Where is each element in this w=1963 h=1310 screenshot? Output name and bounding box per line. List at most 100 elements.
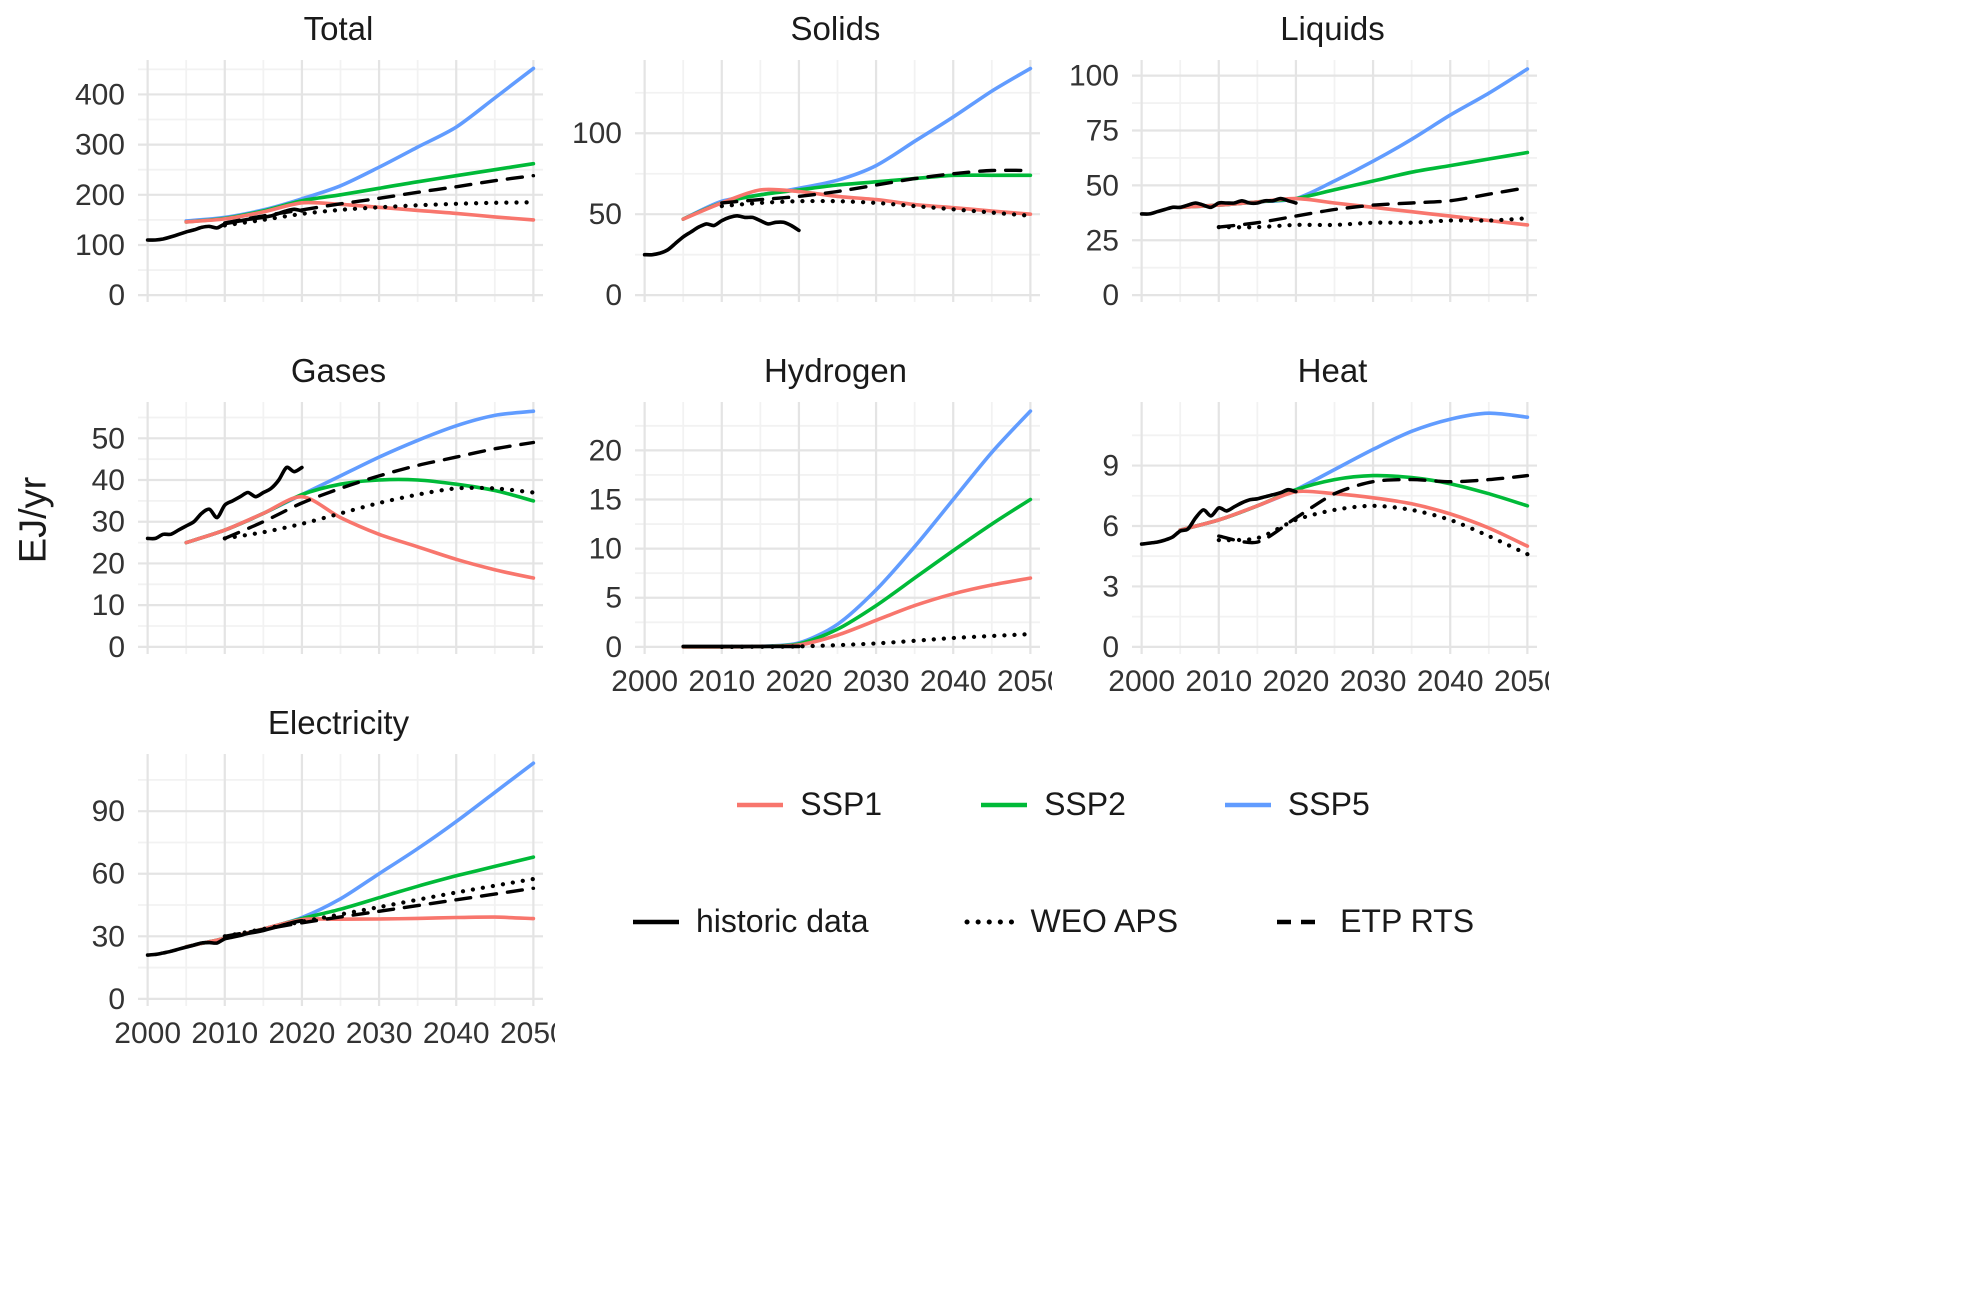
series-ssp2 xyxy=(184,161,536,224)
legend-row-sources: historic data WEO APS ETP RTS xyxy=(555,903,1549,940)
series-ssp1 xyxy=(1178,489,1530,548)
svg-text:2030: 2030 xyxy=(843,665,910,698)
svg-text:20: 20 xyxy=(589,434,622,467)
svg-text:2010: 2010 xyxy=(1185,665,1252,698)
panel-heat: Heat 0 3 6 9 2000 2010 2020 2030 2040 2050 xyxy=(1052,348,1549,700)
legend: SSP1 SSP2 SSP5 historic data W xyxy=(555,700,1549,1052)
panel-title-gases: Gases xyxy=(290,352,387,389)
series-historic-data xyxy=(145,207,304,242)
legend-item-weo-aps: WEO APS xyxy=(964,903,1178,940)
series-etp-rts xyxy=(1217,473,1530,545)
panel-title-liquids: Liquids xyxy=(1280,10,1385,47)
series-etp-rts xyxy=(1217,185,1530,229)
series-ssp1 xyxy=(184,915,536,949)
y-axis-title: EJ/yr xyxy=(12,476,55,564)
svg-text:10: 10 xyxy=(92,589,125,622)
svg-text:50: 50 xyxy=(1086,169,1119,202)
svg-text:40: 40 xyxy=(92,464,125,497)
plot-liquids: 0 25 50 75 100 xyxy=(1069,60,1537,312)
series-weo-aps xyxy=(1216,503,1530,557)
series-historic-data xyxy=(145,918,304,957)
panel-electricity: Electricity 0 30 60 90 2000 2010 2020 2030 2040 2… xyxy=(58,700,555,1052)
svg-text:2000: 2000 xyxy=(611,665,678,698)
legend-label-ssp1: SSP1 xyxy=(800,786,883,822)
svg-text:2050: 2050 xyxy=(1494,665,1549,698)
svg-text:100: 100 xyxy=(75,229,125,262)
svg-text:2040: 2040 xyxy=(423,1017,490,1050)
panel-hydrogen: Hydrogen 0 5 10 15 20 2000 2010 2020 2030 2040 205… xyxy=(555,348,1052,700)
svg-text:0: 0 xyxy=(108,983,125,1016)
svg-text:2040: 2040 xyxy=(1417,665,1484,698)
panel-grid: Total 0 100 200 300 400 Solids 0 50 100 Liquid… xyxy=(58,6,1549,1052)
svg-text:100: 100 xyxy=(1069,60,1119,93)
legend-item-ssp5: SSP5 xyxy=(1222,786,1370,823)
svg-text:30: 30 xyxy=(92,920,125,953)
series-weo-aps xyxy=(1216,216,1530,230)
svg-text:75: 75 xyxy=(1086,115,1119,148)
legend-item-historic: historic data xyxy=(630,903,868,940)
legend-item-ssp2: SSP2 xyxy=(978,786,1126,823)
svg-text:9: 9 xyxy=(1102,450,1119,483)
svg-text:3: 3 xyxy=(1102,570,1119,603)
svg-text:90: 90 xyxy=(92,795,125,828)
svg-text:2000: 2000 xyxy=(1108,665,1175,698)
svg-text:2050: 2050 xyxy=(500,1017,555,1050)
series-ssp1 xyxy=(184,200,536,224)
svg-text:2040: 2040 xyxy=(920,665,987,698)
panel-title-hydrogen: Hydrogen xyxy=(763,352,908,389)
svg-text:50: 50 xyxy=(92,422,125,455)
svg-text:2020: 2020 xyxy=(766,665,833,698)
svg-text:2010: 2010 xyxy=(191,1017,258,1050)
plot-electricity: 0 30 60 90 2000 2010 2020 2030 2040 2050 xyxy=(92,754,555,1050)
legend-label-weo-aps: WEO APS xyxy=(1030,903,1179,939)
series-weo-aps xyxy=(222,200,536,228)
svg-text:20: 20 xyxy=(92,547,125,580)
plot-total: 0 100 200 300 400 xyxy=(75,60,543,312)
svg-text:0: 0 xyxy=(605,631,622,664)
svg-text:10: 10 xyxy=(589,533,622,566)
svg-text:0: 0 xyxy=(605,279,622,312)
legend-row-scenarios: SSP1 SSP2 SSP5 xyxy=(555,786,1549,823)
series-ssp1 xyxy=(681,187,1033,221)
panel-title-electricity: Electricity xyxy=(267,704,410,741)
panel-gases: Gases 0 10 20 30 40 50 xyxy=(58,348,555,700)
panel-title-total: Total xyxy=(303,10,374,47)
series-weo-aps xyxy=(719,198,1033,218)
svg-text:2020: 2020 xyxy=(269,1017,336,1050)
legend-label-ssp2: SSP2 xyxy=(1044,786,1126,822)
ssp2-line-swatch xyxy=(981,802,1028,807)
weo-aps-dotted-swatch xyxy=(964,919,1016,924)
svg-text:0: 0 xyxy=(1102,631,1119,664)
svg-text:6: 6 xyxy=(1102,510,1119,543)
svg-text:15: 15 xyxy=(589,484,622,517)
ssp5-line-swatch xyxy=(1224,802,1271,807)
series-historic-data xyxy=(1139,196,1298,216)
svg-text:50: 50 xyxy=(589,198,622,231)
series-ssp2 xyxy=(1178,150,1530,210)
series-ssp1 xyxy=(681,576,1033,649)
legend-label-ssp5: SSP5 xyxy=(1287,786,1370,822)
svg-text:200: 200 xyxy=(75,179,125,212)
svg-text:2050: 2050 xyxy=(997,665,1052,698)
series-ssp1 xyxy=(184,494,536,580)
plot-solids: 0 50 100 xyxy=(572,60,1040,312)
svg-text:2000: 2000 xyxy=(114,1017,181,1050)
svg-text:2020: 2020 xyxy=(1263,665,1330,698)
panel-title-heat: Heat xyxy=(1297,352,1368,389)
historic-line-swatch xyxy=(632,919,679,924)
series-etp-rts xyxy=(223,174,536,225)
panel-total: Total 0 100 200 300 400 xyxy=(58,6,555,348)
svg-text:2030: 2030 xyxy=(1340,665,1407,698)
plot-heat: 0 3 6 9 2000 2010 2020 2030 2040 2050 xyxy=(1102,402,1549,698)
legend-label-etp-rts: ETP RTS xyxy=(1340,903,1475,939)
panel-title-solids: Solids xyxy=(790,10,881,47)
svg-text:30: 30 xyxy=(92,506,125,539)
legend-item-ssp1: SSP1 xyxy=(734,786,882,823)
etp-rts-dashed-swatch xyxy=(1277,919,1324,924)
series-historic-data xyxy=(1139,487,1298,546)
plot-hydrogen: 0 5 10 15 20 2000 2010 2020 2030 2040 2050 xyxy=(589,402,1052,698)
panel-liquids: Liquids 0 25 50 75 100 xyxy=(1052,6,1549,348)
series-ssp2 xyxy=(681,173,1033,221)
svg-text:25: 25 xyxy=(1086,224,1119,257)
